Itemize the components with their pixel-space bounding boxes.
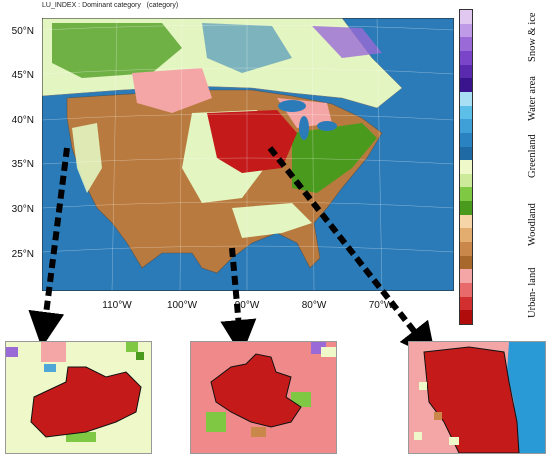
lon-label-90: 90°W <box>234 300 260 311</box>
lake-michigan <box>299 116 309 140</box>
legend-swatch <box>460 255 472 270</box>
canada-forest <box>52 23 182 78</box>
land-use-map <box>42 18 454 291</box>
legend-swatch <box>460 187 472 202</box>
legend-swatch <box>460 91 472 107</box>
lon-label-80: 80°W <box>301 300 327 311</box>
legend-swatch <box>460 105 472 120</box>
legend-swatch <box>460 201 472 216</box>
gulf-coast-zone <box>232 203 312 238</box>
west-coast-zone <box>72 123 102 193</box>
hudson-bay-area <box>202 23 292 73</box>
inset-dallas-area <box>190 341 337 454</box>
legend-swatch <box>460 283 472 298</box>
legend-swatch <box>460 10 472 25</box>
lat-label-50: 50°N <box>11 26 34 37</box>
legend-colorbar <box>459 9 473 325</box>
legend-swatch <box>460 160 472 175</box>
lat-label-35: 35°N <box>11 159 34 170</box>
legend-swatch <box>460 242 472 257</box>
lon-label-70: 70°W <box>368 300 394 311</box>
legend-swatch <box>460 228 472 243</box>
lat-label-40: 40°N <box>11 115 34 126</box>
graticule <box>42 18 454 291</box>
legend-swatch <box>460 37 472 52</box>
inset-denver-area <box>5 341 152 454</box>
legend-swatch <box>460 296 472 311</box>
legend-swatch <box>460 146 472 161</box>
east-greenland-zone <box>292 123 377 193</box>
legend-swatch <box>460 64 472 79</box>
legend-swatch <box>460 132 472 147</box>
lon-label-110: 110°W <box>102 300 132 311</box>
legend-swatch <box>460 310 472 325</box>
plot-title: LU_INDEX : Dominant category (category) <box>42 2 179 9</box>
legend-swatch <box>460 23 472 38</box>
northern-plains-pink <box>132 68 212 113</box>
lat-label-30: 30°N <box>11 204 34 215</box>
legend-swatch <box>460 78 472 93</box>
legend-swatch <box>460 214 472 229</box>
lon-label-100: 100°W <box>166 300 198 311</box>
legend-swatch <box>460 269 472 284</box>
lat-label-25: 25°N <box>11 249 34 260</box>
lat-label-45: 45°N <box>11 70 34 81</box>
legend-swatch <box>460 50 472 66</box>
midwest-red-zone <box>207 110 297 173</box>
arrow-to-inset-2 <box>220 247 257 356</box>
legend-swatch <box>460 119 472 134</box>
lake-huron <box>317 121 337 131</box>
lake-superior <box>278 100 306 112</box>
arrow-to-inset-1 <box>28 147 70 348</box>
canada-snow-area <box>312 26 382 58</box>
arrow-to-inset-3 <box>267 146 437 360</box>
legend-swatch <box>460 173 472 188</box>
inset-chicago-area <box>408 341 546 454</box>
